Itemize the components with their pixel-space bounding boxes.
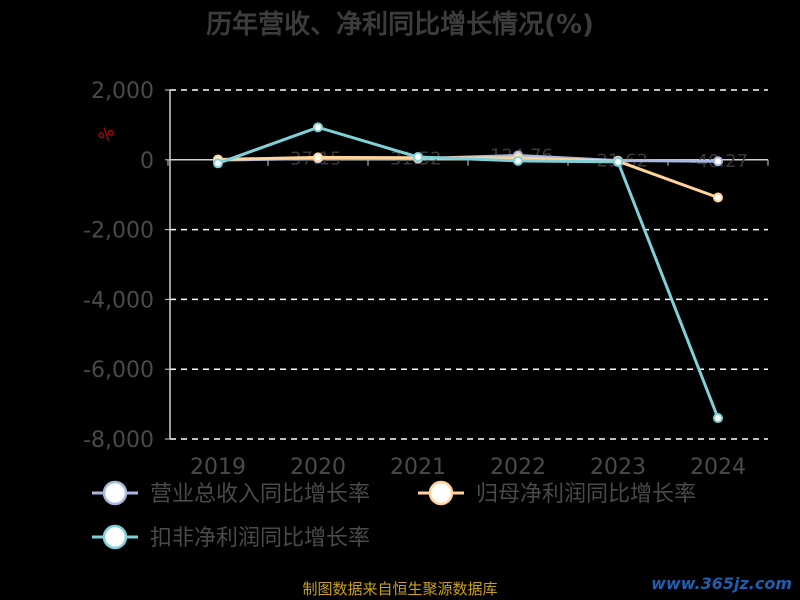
data-point	[613, 156, 623, 167]
legend-label: 扣非净利润同比增长率	[150, 526, 370, 551]
x-axis-ticks: 2019 2020 2021 2022 2023 2024	[190, 455, 746, 480]
data-point	[713, 156, 723, 167]
legend-label: 营业总收入同比增长率	[150, 482, 370, 507]
x-tick-label: 2021	[390, 455, 446, 480]
data-point	[713, 413, 723, 424]
chart-title: 历年营收、净利同比增长情况(%)	[206, 10, 594, 40]
y-tick-label: -4,000	[83, 288, 154, 313]
legend-label: 归母净利润同比增长率	[476, 482, 696, 507]
data-point	[213, 158, 223, 169]
watermark: www.365jz.com	[651, 574, 792, 593]
data-point	[413, 152, 423, 163]
data-point	[713, 192, 723, 203]
legend-marker	[102, 524, 128, 550]
x-tick-label: 2019	[190, 455, 246, 480]
legend-item-2: 扣非净利润同比增长率	[92, 524, 370, 551]
x-tick-label: 2020	[290, 455, 346, 480]
legend-marker	[428, 480, 454, 506]
y-tick-label: 0	[140, 149, 154, 174]
y-axis-ticks: 2,000 0 -2,000 -4,000 -6,000 -8,000	[83, 79, 154, 453]
y-tick-label: -8,000	[83, 428, 154, 453]
grid-lines	[170, 89, 768, 440]
series-line-2	[217, 125, 720, 419]
x-tick-label: 2023	[590, 455, 646, 480]
y-tick-label: -2,000	[83, 219, 154, 244]
x-tick-label: 2022	[490, 455, 546, 480]
legend-item-1: 归母净利润同比增长率	[418, 480, 696, 507]
data-point	[313, 122, 323, 133]
y-axis-unit: %	[94, 122, 118, 146]
data-source-note: 制图数据来自恒生聚源数据库	[302, 580, 498, 598]
legend-marker	[102, 480, 128, 506]
series-lines	[213, 122, 723, 424]
legend-item-0: 营业总收入同比增长率	[92, 480, 370, 507]
y-tick-label: 2,000	[91, 79, 154, 104]
data-point	[513, 155, 523, 166]
axes: %	[94, 89, 769, 440]
x-tick-label: 2024	[690, 455, 746, 480]
y-tick-label: -6,000	[83, 358, 154, 383]
data-point	[313, 152, 323, 163]
